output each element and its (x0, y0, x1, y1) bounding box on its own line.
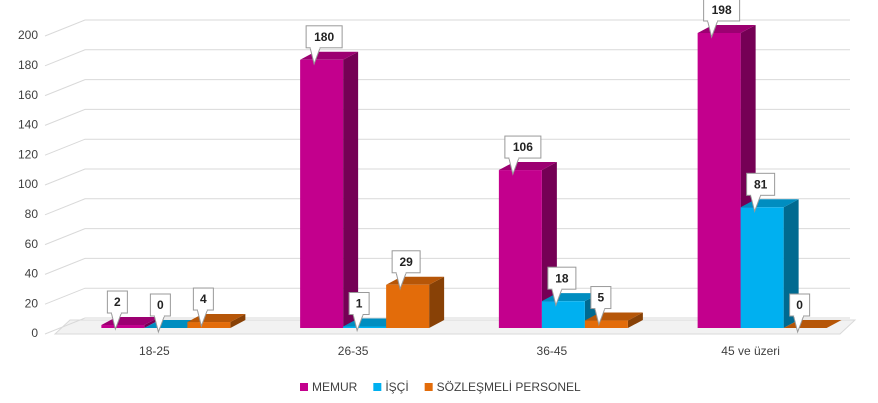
x-tick-label: 36-45 (537, 344, 568, 358)
callout-box (391, 250, 421, 274)
grid-line (44, 138, 850, 156)
bar (343, 326, 387, 328)
legend-label: MEMUR (312, 380, 358, 394)
grid-line (44, 168, 850, 186)
callout-box (504, 135, 542, 159)
bar-side (627, 312, 643, 328)
y-tick-label: 160 (18, 88, 38, 102)
y-tick-label: 60 (25, 237, 39, 251)
y-tick-label: 200 (18, 28, 38, 42)
x-tick-label: 18-25 (139, 344, 170, 358)
callout-box (305, 25, 343, 49)
callout-mask (552, 287, 562, 291)
bar (697, 32, 741, 328)
bar-side (429, 276, 445, 328)
y-tick-label: 120 (18, 147, 38, 161)
data-label: 0 (157, 298, 164, 312)
callout-box (547, 266, 577, 290)
legend-label: İŞÇİ (385, 380, 408, 394)
data-label: 106 (513, 140, 533, 154)
data-label: 198 (712, 3, 732, 17)
y-tick-label: 100 (18, 177, 38, 191)
callout-mask (197, 308, 207, 312)
y-tick-label: 40 (25, 267, 39, 281)
legend-label: SÖZLEŞMELİ PERSONEL (437, 380, 581, 394)
x-tick-label: 26-35 (338, 344, 369, 358)
callout-mask (154, 314, 164, 317)
floor (53, 319, 857, 335)
bar (300, 59, 344, 329)
data-label: 29 (399, 255, 413, 269)
data-label: 4 (200, 292, 207, 306)
grid-line (44, 19, 850, 37)
grid-line (44, 49, 850, 67)
data-label: 1 (356, 297, 363, 311)
callout-mask (396, 270, 406, 274)
callout-mask (751, 193, 761, 197)
bar-side (230, 314, 246, 328)
callout-mask (509, 156, 519, 160)
bar (740, 207, 784, 328)
callout-mask (708, 18, 718, 22)
y-tick-label: 0 (31, 326, 38, 340)
bar (187, 322, 231, 328)
data-label: 2 (114, 295, 121, 309)
grid-line (44, 79, 850, 97)
bar-side (343, 51, 359, 329)
y-tick-label: 20 (25, 296, 39, 310)
legend-swatch (424, 383, 433, 391)
callout-mask (353, 312, 363, 316)
y-tick-label: 180 (18, 58, 38, 72)
legend-swatch (373, 383, 382, 391)
callout-mask (310, 45, 320, 49)
callout-mask (595, 306, 605, 310)
grid-line (44, 108, 850, 126)
bar (386, 284, 430, 328)
grid-line (44, 228, 850, 246)
data-label: 180 (314, 30, 334, 44)
x-tick-label: 45 ve üzeri (721, 344, 780, 358)
bar (101, 325, 145, 328)
bar (584, 320, 628, 328)
callout-box (746, 172, 776, 196)
data-label: 0 (796, 298, 803, 312)
y-tick-label: 80 (25, 207, 39, 221)
data-label: 18 (555, 271, 569, 285)
data-label: 81 (754, 177, 768, 191)
data-label: 5 (598, 291, 605, 305)
grid-line (44, 257, 850, 275)
grid-line (44, 198, 850, 216)
callout-mask (794, 314, 804, 317)
bar (498, 170, 542, 328)
y-tick-label: 140 (18, 118, 38, 132)
callout-box (703, 0, 741, 22)
bar (541, 301, 585, 328)
callout-mask (111, 311, 121, 315)
legend-swatch (300, 383, 308, 391)
